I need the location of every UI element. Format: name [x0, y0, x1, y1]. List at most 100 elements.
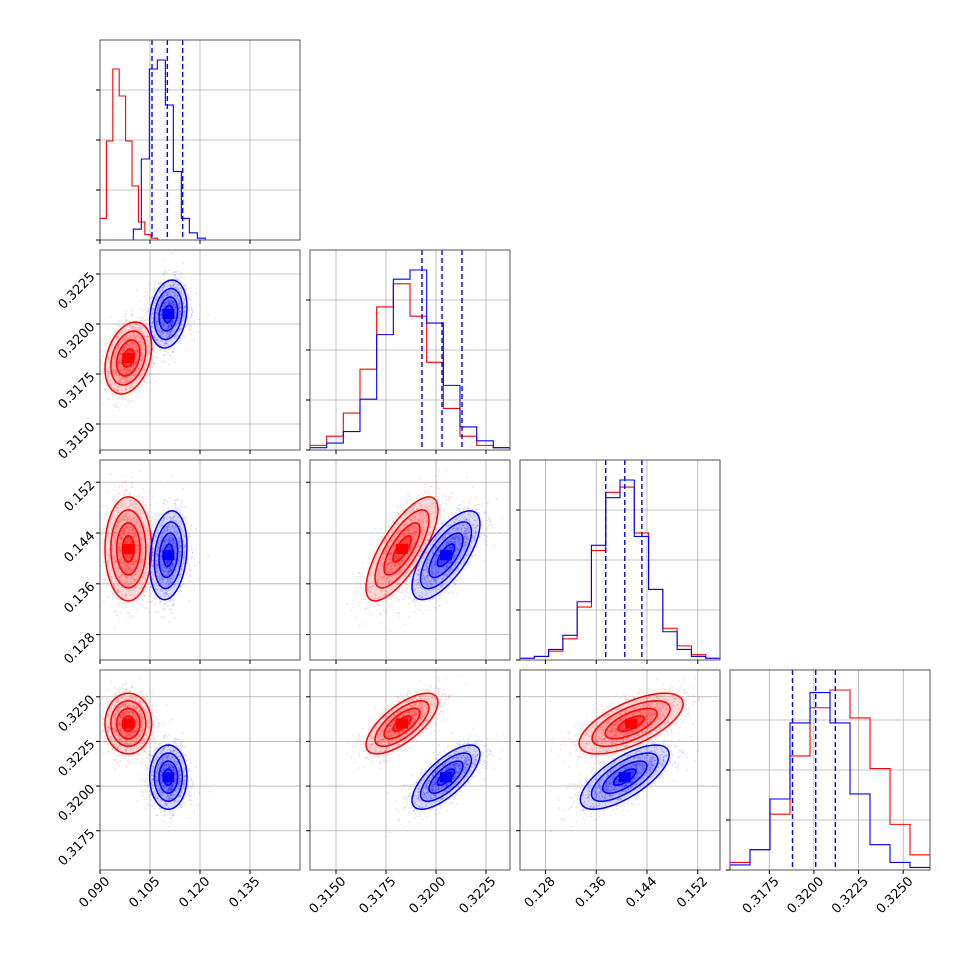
sample-point-red	[113, 364, 115, 367]
sample-point-red	[127, 338, 129, 340]
sample-point-blue	[186, 316, 189, 319]
sample-point-red	[115, 374, 118, 377]
sample-point-blue	[191, 311, 194, 314]
sample-point-red	[103, 402, 105, 405]
sample-point-red	[136, 353, 138, 356]
sample-point-red	[125, 335, 127, 337]
sample-point-red	[119, 360, 121, 362]
sample-point-red	[127, 380, 130, 383]
sample-point-red	[119, 342, 122, 344]
sample-point-blue	[154, 357, 157, 359]
sample-point-red	[136, 332, 139, 335]
sample-point-red	[132, 343, 135, 345]
sample-point-red	[128, 371, 131, 374]
sample-point-red	[122, 347, 125, 350]
sample-point-blue	[174, 314, 177, 316]
sample-point-red	[140, 355, 143, 357]
sample-point-blue	[167, 331, 170, 334]
sample-point-blue	[156, 287, 159, 290]
sample-point-red	[121, 331, 124, 334]
sample-point-red	[135, 354, 138, 357]
sample-point-red	[126, 344, 128, 346]
sample-point-red	[141, 344, 144, 346]
sample-point-blue	[163, 322, 166, 324]
sample-point-red	[139, 319, 141, 322]
sample-point-blue	[147, 577, 150, 579]
sample-point-blue	[163, 259, 166, 262]
sample-point-blue	[172, 305, 175, 308]
sample-point-blue	[172, 275, 175, 278]
sample-point-red	[124, 337, 127, 339]
sample-point-red	[117, 360, 120, 363]
sample-point-red	[122, 349, 125, 352]
sample-point-red	[131, 368, 134, 371]
sample-point-red	[123, 368, 126, 370]
sample-point-blue	[178, 310, 181, 312]
sample-point-red	[135, 373, 138, 376]
sample-point-blue	[171, 299, 174, 302]
sample-point-red	[133, 374, 136, 377]
sample-point-blue	[135, 289, 138, 292]
sample-point-red	[120, 377, 123, 379]
sample-point-red	[125, 369, 128, 372]
sample-point-red	[148, 595, 151, 598]
sample-point-red	[149, 368, 152, 371]
sample-point-blue	[164, 350, 167, 353]
sample-point-red	[102, 340, 104, 343]
sample-point-red	[141, 358, 144, 361]
sample-point-red	[125, 379, 128, 382]
sample-point-red	[105, 585, 108, 587]
sample-point-red	[122, 323, 124, 326]
sample-point-red	[142, 502, 145, 504]
sample-point-red	[132, 325, 134, 328]
sample-point-red	[107, 358, 110, 361]
sample-point-red	[129, 324, 132, 326]
sample-point-red	[136, 388, 139, 391]
sample-point-red	[125, 337, 128, 339]
sample-point-red	[139, 470, 141, 473]
sample-point-red	[129, 400, 132, 402]
sample-point-blue	[191, 311, 194, 313]
sample-point-blue	[169, 289, 171, 292]
sample-point-red	[117, 386, 120, 389]
sample-point-red	[115, 373, 118, 375]
sample-point-blue	[152, 323, 155, 326]
sample-point-blue	[145, 312, 147, 314]
sample-point-red	[146, 358, 149, 361]
sample-point-blue	[183, 298, 186, 301]
sample-point-blue	[162, 323, 165, 326]
sample-point-red	[127, 368, 130, 371]
sample-point-blue	[193, 564, 196, 567]
sample-point-blue	[169, 284, 172, 287]
sample-point-red	[136, 609, 139, 611]
sample-point-red	[110, 385, 112, 388]
sample-point-red	[117, 397, 120, 400]
sample-point-red	[120, 353, 123, 355]
sample-point-red	[123, 367, 126, 370]
sample-point-red	[123, 372, 126, 374]
sample-point-red	[113, 405, 116, 408]
sample-point-red	[141, 501, 143, 504]
sample-point-red	[135, 335, 138, 338]
sample-point-blue	[151, 321, 154, 324]
sample-point-red	[143, 380, 145, 383]
sample-point-red	[138, 368, 141, 371]
sample-point-red	[122, 391, 125, 394]
sample-point-red	[143, 335, 146, 338]
sample-point-red	[125, 385, 128, 387]
sample-point-red	[136, 323, 138, 326]
sample-point-red	[98, 524, 100, 526]
sample-point-red	[151, 491, 154, 494]
sample-point-red	[106, 375, 109, 378]
sample-point-red	[135, 338, 138, 341]
sample-point-red	[122, 347, 125, 350]
sample-point-red	[132, 346, 135, 349]
sample-point-red	[108, 361, 111, 363]
sample-point-blue	[170, 325, 173, 328]
sample-point-blue	[147, 601, 149, 603]
sample-point-red	[114, 355, 117, 358]
sample-point-red	[121, 390, 123, 392]
sample-point-red	[147, 336, 150, 339]
sample-point-red	[134, 323, 137, 326]
